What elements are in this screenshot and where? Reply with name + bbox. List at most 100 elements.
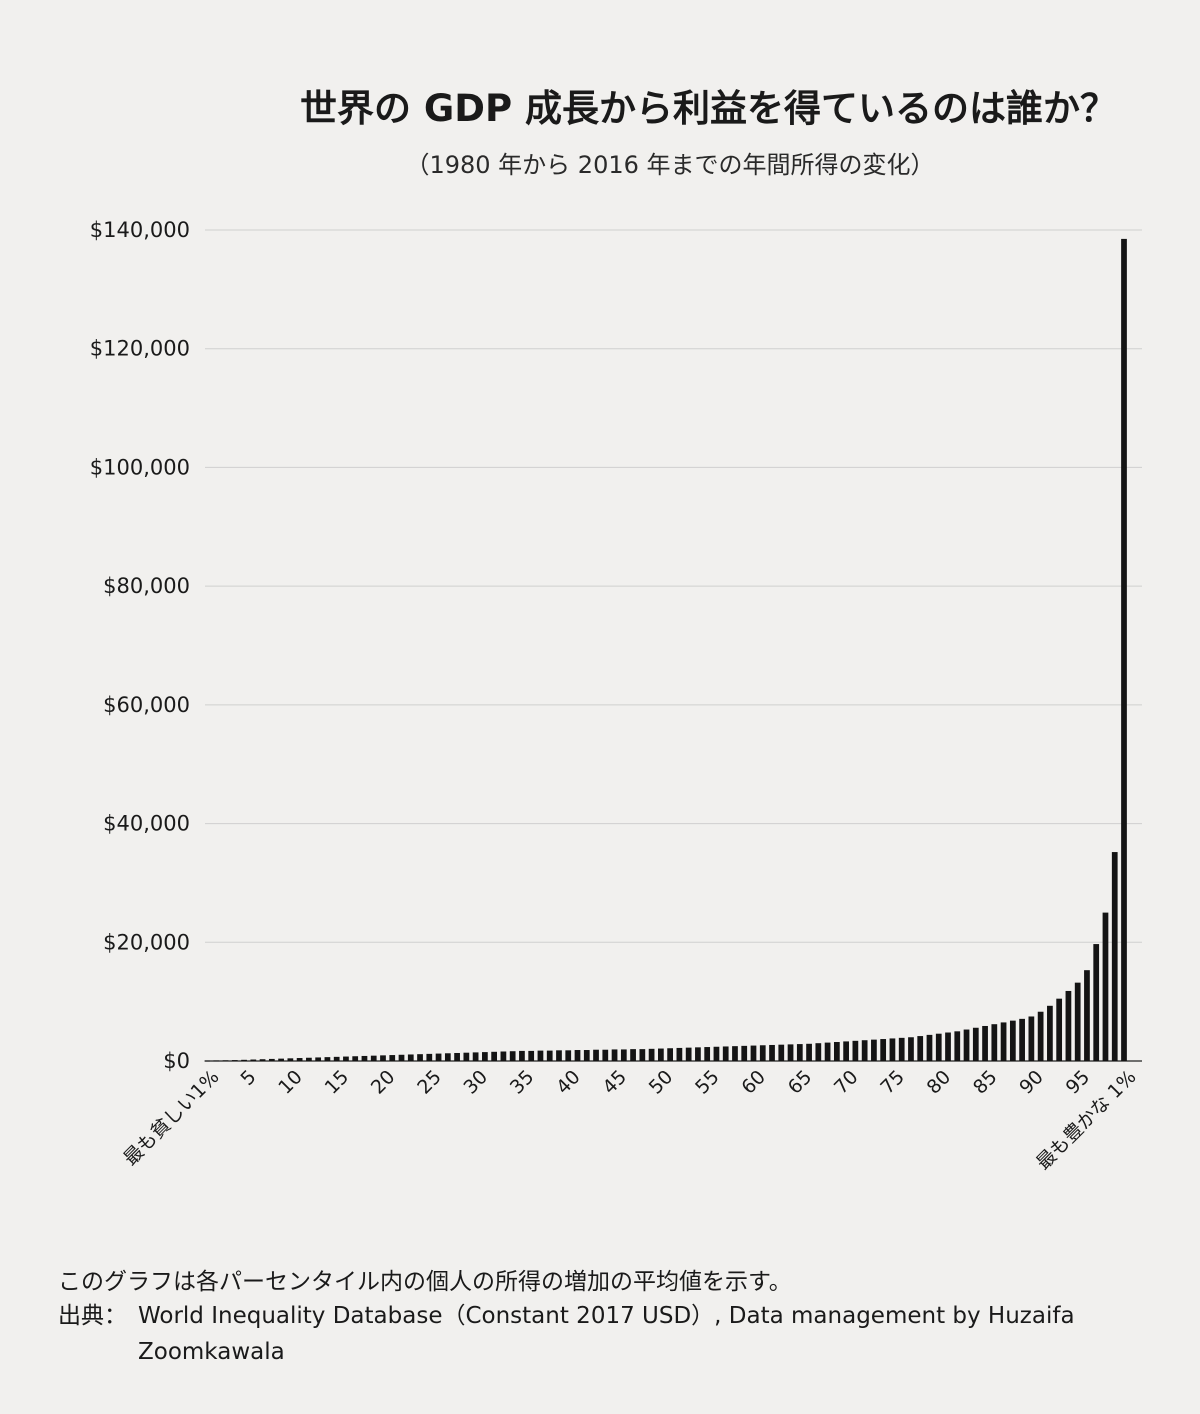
- bar: [982, 1025, 988, 1061]
- bar: [898, 1037, 905, 1061]
- bar: [407, 1054, 414, 1061]
- y-tick-label: $120,000: [90, 337, 190, 361]
- bar: [231, 1060, 238, 1061]
- y-tick-label: $100,000: [90, 455, 190, 479]
- bar: [241, 1059, 247, 1061]
- bar: [306, 1057, 312, 1061]
- x-tick-label: 20: [367, 1066, 400, 1099]
- bar: [1056, 998, 1063, 1061]
- y-tick-label: $40,000: [103, 812, 190, 836]
- x-tick-label: 95: [1062, 1066, 1095, 1099]
- source-text: World Inequality Database（Constant 2017 …: [138, 1303, 1075, 1365]
- bar: [926, 1034, 933, 1061]
- bar: [815, 1043, 822, 1061]
- bar: [796, 1044, 803, 1061]
- bar: [472, 1052, 479, 1061]
- x-tick-label: 75: [876, 1066, 909, 1099]
- bar: [444, 1053, 451, 1061]
- bar: [769, 1044, 775, 1061]
- bar: [667, 1048, 673, 1061]
- bar: [389, 1055, 396, 1061]
- bar: [1111, 852, 1118, 1061]
- bar: [889, 1038, 896, 1061]
- bar: [268, 1058, 275, 1061]
- y-tick-label: $20,000: [103, 930, 190, 954]
- x-tick-label: 15: [321, 1066, 354, 1099]
- bar: [1028, 1016, 1035, 1061]
- bar: [380, 1055, 386, 1061]
- bar: [315, 1057, 322, 1061]
- bar: [213, 1060, 220, 1062]
- bar: [519, 1050, 525, 1061]
- bar: [278, 1058, 284, 1061]
- x-tick-label: 40: [552, 1066, 585, 1099]
- bar: [620, 1049, 627, 1061]
- bar: [361, 1055, 368, 1061]
- bar: [574, 1050, 581, 1061]
- bar: [398, 1054, 405, 1061]
- bar: [833, 1042, 840, 1061]
- bar: [741, 1045, 748, 1061]
- bars: [204, 238, 1127, 1062]
- bar: [1009, 1020, 1016, 1061]
- bar: [824, 1042, 831, 1061]
- bar: [482, 1052, 488, 1061]
- bar: [695, 1047, 701, 1061]
- x-tick-label: 45: [598, 1066, 631, 1099]
- bar: [546, 1050, 553, 1061]
- x-axis-ticks: 最も貧しい1% 5 10 15 20 25 30 35 40 45 50 55 60 65 70 75 80 85…: [119, 1066, 1140, 1174]
- bar: [435, 1053, 442, 1061]
- x-tick-label: 70: [830, 1066, 863, 1099]
- x-tick-label: 65: [784, 1066, 817, 1099]
- x-tick-label: 50: [645, 1066, 678, 1099]
- chart-title: 世界の GDP 成長から利益を得ているのは誰か？: [300, 87, 1117, 130]
- bar: [537, 1050, 544, 1061]
- bar: [287, 1058, 294, 1061]
- bar: [639, 1049, 646, 1061]
- bar: [945, 1032, 951, 1061]
- bar: [333, 1056, 340, 1061]
- bar: [685, 1047, 692, 1061]
- y-tick-label: $140,000: [90, 218, 190, 242]
- x-tick-label: 最も貧しい1%: [119, 1066, 223, 1170]
- bar: [296, 1058, 303, 1061]
- bar: [324, 1057, 331, 1061]
- bar: [1102, 912, 1109, 1061]
- bar: [370, 1055, 377, 1061]
- bar: [593, 1049, 599, 1061]
- x-tick-label: 5: [236, 1066, 260, 1090]
- bar: [204, 1060, 210, 1062]
- x-tick-label: 60: [737, 1066, 770, 1099]
- bar: [722, 1046, 729, 1061]
- bar: [1037, 1011, 1044, 1061]
- x-tick-label: 85: [969, 1066, 1002, 1099]
- bar: [1065, 990, 1072, 1061]
- bar: [759, 1045, 766, 1061]
- bar: [1121, 238, 1127, 1061]
- bar: [991, 1024, 998, 1061]
- bar: [630, 1049, 636, 1061]
- bar: [972, 1027, 979, 1061]
- bar: [565, 1050, 572, 1061]
- gridlines: [205, 229, 1142, 1062]
- bar: [1074, 982, 1081, 1061]
- bar: [343, 1056, 349, 1061]
- bar: [852, 1040, 859, 1061]
- bar: [1000, 1022, 1007, 1061]
- bar: [787, 1044, 794, 1061]
- bar: [750, 1045, 757, 1061]
- bar: [843, 1041, 849, 1061]
- y-axis-ticks: $0 $20,000 $40,000 $60,000 $80,000 $100,000 $1…: [90, 218, 190, 1073]
- bar: [1084, 970, 1090, 1061]
- bar: [500, 1051, 507, 1061]
- source-label: 出典：: [58, 1303, 127, 1329]
- bar: [491, 1051, 498, 1061]
- bar: [963, 1029, 970, 1061]
- y-tick-label: $80,000: [103, 574, 190, 598]
- y-tick-label: $0: [163, 1049, 190, 1073]
- x-tick-label: 25: [413, 1066, 446, 1099]
- x-tick-label: 55: [691, 1066, 724, 1099]
- bar: [463, 1052, 470, 1061]
- bar: [806, 1043, 812, 1061]
